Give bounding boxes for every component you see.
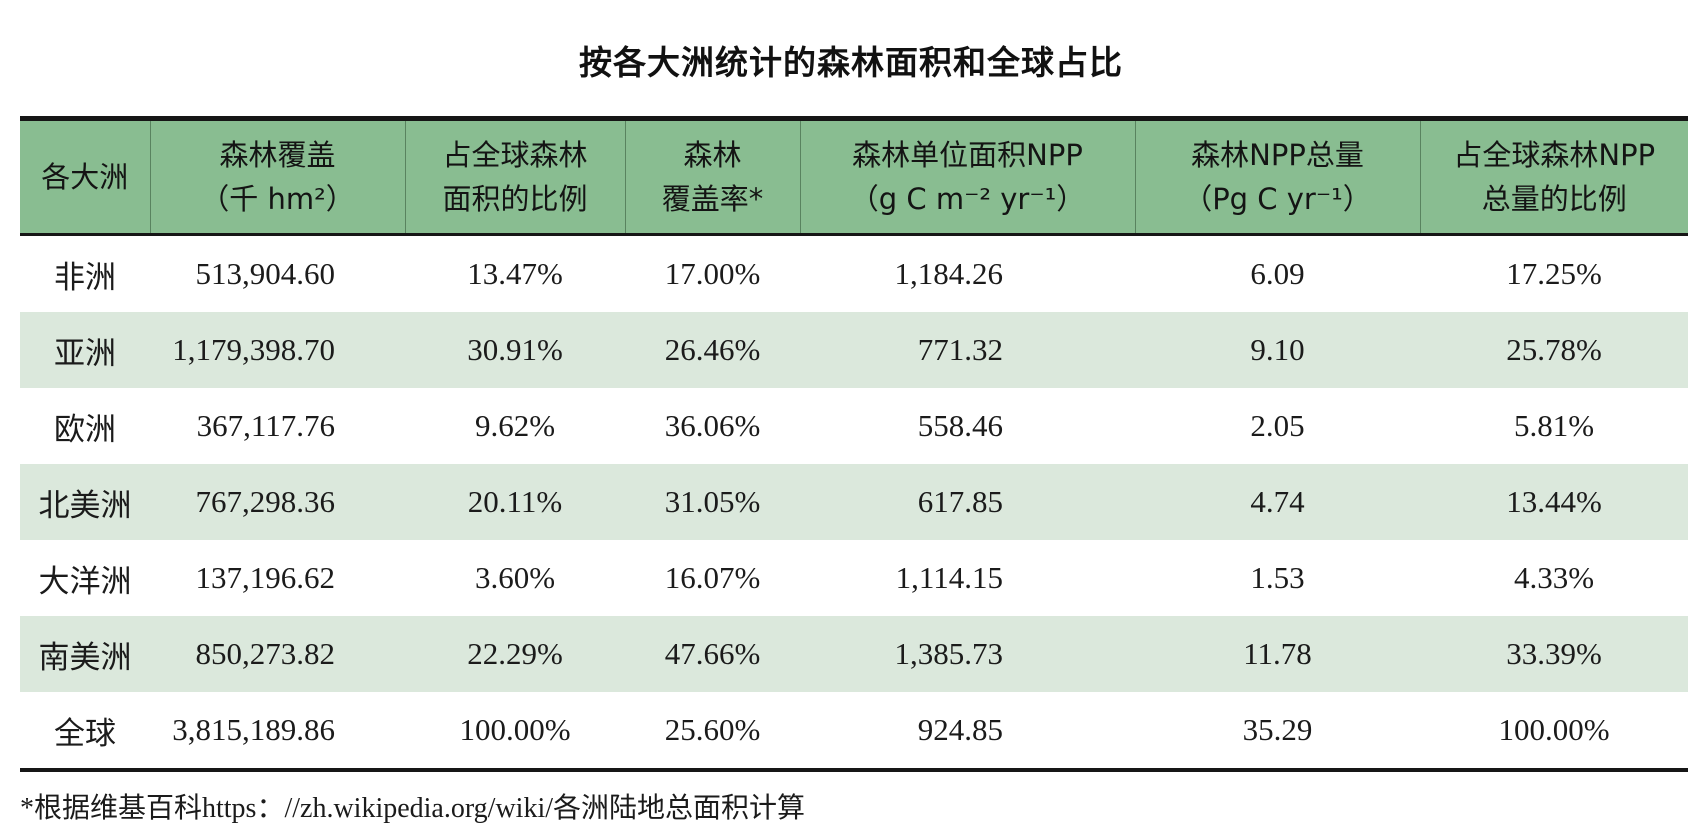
- header-line: 总量的比例: [1481, 182, 1627, 216]
- cell-npp-share: 5.81%: [1513, 408, 1595, 443]
- cell-continent: 大洋洲: [38, 563, 132, 599]
- cell-continent: 全球: [20, 692, 150, 772]
- header-line: 森林NPP总量: [1191, 138, 1364, 172]
- cell-npp-per-area: 558.46: [917, 408, 1003, 443]
- cell-area-share: 20.11%: [467, 484, 563, 519]
- cell-npp-per-area: 1,385.73: [894, 636, 1004, 671]
- cell-area-share: 9.62%: [474, 408, 556, 443]
- cell-npp-share: 4.33%: [1513, 560, 1595, 595]
- header-line: 森林: [683, 138, 742, 172]
- cell-npp-share: 17.25%: [1506, 256, 1602, 291]
- cell-continent: 北美洲: [38, 487, 132, 523]
- header-cell-npp-total: 森林NPP总量 （Pg C yr⁻¹）: [1134, 116, 1420, 236]
- cell-npp-total: 2.05: [1250, 408, 1305, 443]
- cell-forest-cover: 1,179,398.70: [172, 332, 335, 367]
- header-unit: （千 hm²）: [200, 182, 355, 216]
- header-line: 森林覆盖: [219, 138, 336, 172]
- cell-npp-per-area: 617.85: [917, 484, 1003, 519]
- cell-area-share: 13.47%: [467, 256, 563, 291]
- cell-npp-per-area: 924.85: [800, 692, 1135, 772]
- cell-npp-total: 9.10: [1250, 332, 1305, 367]
- cell-cover-rate: 47.66%: [664, 636, 761, 671]
- header-line: 覆盖率*: [661, 182, 764, 216]
- header-cell-global-npp-share: 占全球森林NPP 总量的比例: [1419, 116, 1688, 236]
- header-cell-global-area-share: 占全球森林 面积的比例: [404, 116, 625, 236]
- cell-forest-cover: 850,273.82: [195, 636, 336, 671]
- forest-area-table: 各大洲 森林覆盖 （千 hm²） 占全球森林 面积的比例 森林 覆盖率* 森林单…: [20, 116, 1688, 772]
- cell-npp-share: 33.39%: [1506, 636, 1602, 671]
- cell-area-share: 30.91%: [467, 332, 563, 367]
- header-line: 森林单位面积NPP: [852, 138, 1083, 172]
- cell-continent: 亚洲: [54, 335, 116, 371]
- cell-npp-total: 6.09: [1250, 256, 1305, 291]
- table-row-oceania: 大洋洲 137,196.62 3.60% 16.07% 1,114.15 1.5…: [20, 540, 1688, 616]
- cell-forest-cover: 137,196.62: [195, 560, 336, 595]
- cell-continent: 南美洲: [38, 639, 132, 675]
- cell-continent: 欧洲: [54, 411, 116, 447]
- table-title: 按各大洲统计的森林面积和全球占比: [579, 43, 1123, 82]
- cell-forest-cover: 513,904.60: [195, 256, 336, 291]
- table-row-south-america: 南美洲 850,273.82 22.29% 47.66% 1,385.73 11…: [20, 616, 1688, 692]
- cell-npp-share: 100.00%: [1420, 692, 1688, 772]
- cell-forest-cover: 367,117.76: [196, 408, 335, 443]
- cell-continent: 非洲: [54, 259, 116, 295]
- cell-npp-total: 35.29: [1135, 692, 1420, 772]
- cell-area-share: 3.60%: [474, 560, 556, 595]
- cell-area-share: 22.29%: [467, 636, 563, 671]
- cell-cover-rate: 17.00%: [664, 256, 761, 291]
- header-cell-continent: 各大洲: [20, 116, 150, 236]
- header-line: 面积的比例: [442, 182, 588, 216]
- cell-npp-per-area: 1,184.26: [894, 256, 1004, 291]
- header-line: 占全球森林NPP: [1453, 138, 1656, 172]
- header-line: 占全球森林: [442, 138, 588, 172]
- header-row: 各大洲 森林覆盖 （千 hm²） 占全球森林 面积的比例 森林 覆盖率* 森林单…: [20, 116, 1688, 236]
- cell-npp-total: 4.74: [1250, 484, 1305, 519]
- table-row-europe: 欧洲 367,117.76 9.62% 36.06% 558.46 2.05 5…: [20, 388, 1688, 464]
- header-unit: （Pg C yr⁻¹）: [1183, 182, 1372, 216]
- cell-npp-total: 1.53: [1250, 560, 1305, 595]
- header-unit: （g C m⁻² yr⁻¹）: [849, 182, 1086, 216]
- cell-npp-share: 13.44%: [1506, 484, 1602, 519]
- table-row-global: 全球 3,815,189.86 100.00% 25.60% 924.85 35…: [20, 692, 1688, 772]
- cell-forest-cover: 3,815,189.86: [150, 692, 405, 772]
- cell-npp-per-area: 771.32: [917, 332, 1003, 367]
- header-line: 各大洲: [41, 160, 129, 194]
- footnote: *根据维基百科https：//zh.wikipedia.org/wiki/各洲陆…: [20, 793, 806, 824]
- cell-area-share: 100.00%: [405, 692, 625, 772]
- header-cell-npp-per-area: 森林单位面积NPP （g C m⁻² yr⁻¹）: [799, 116, 1135, 236]
- cell-cover-rate: 26.46%: [664, 332, 761, 367]
- cell-npp-per-area: 1,114.15: [895, 560, 1003, 595]
- cell-npp-share: 25.78%: [1506, 332, 1602, 367]
- table-row-north-america: 北美洲 767,298.36 20.11% 31.05% 617.85 4.74…: [20, 464, 1688, 540]
- cell-cover-rate: 31.05%: [664, 484, 761, 519]
- header-cell-forest-cover: 森林覆盖 （千 hm²）: [149, 116, 405, 236]
- cell-npp-total: 11.78: [1243, 636, 1312, 671]
- header-cell-cover-rate: 森林 覆盖率*: [624, 116, 800, 236]
- table-row-africa: 非洲 513,904.60 13.47% 17.00% 1,184.26 6.0…: [20, 235, 1688, 313]
- table-row-asia: 亚洲 1,179,398.70 30.91% 26.46% 771.32 9.1…: [20, 312, 1688, 388]
- cell-forest-cover: 767,298.36: [195, 484, 336, 519]
- cell-cover-rate: 36.06%: [664, 408, 761, 443]
- cell-cover-rate: 16.07%: [664, 560, 761, 595]
- cell-cover-rate: 25.60%: [625, 692, 800, 772]
